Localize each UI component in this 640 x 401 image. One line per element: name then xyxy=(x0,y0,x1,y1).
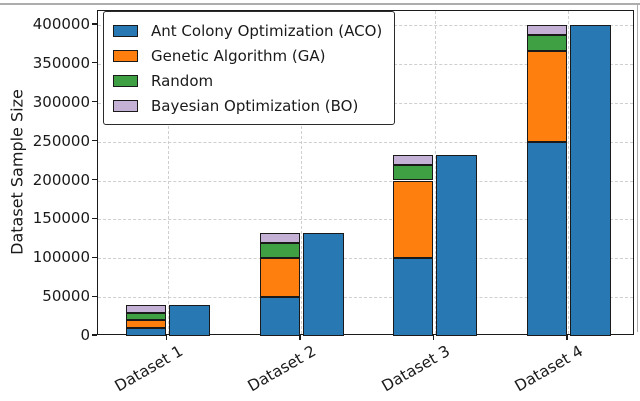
stacked-bar-segment xyxy=(526,35,567,51)
total-bar xyxy=(302,232,344,336)
h-gridline xyxy=(98,219,633,221)
x-tick-label: Dataset 4 xyxy=(511,342,586,396)
y-tick-mark xyxy=(92,140,97,142)
x-tick-label: Dataset 2 xyxy=(244,342,319,396)
x-tick-mark xyxy=(299,335,301,340)
stacked-bar-segment xyxy=(259,258,300,298)
y-tick-label: 0 xyxy=(80,326,90,344)
legend-swatch-ga xyxy=(113,49,138,62)
legend-label-bo: Bayesian Optimization (BO) xyxy=(151,96,359,115)
stacked-bar-segment xyxy=(393,180,433,259)
legend-item-bo: Bayesian Optimization (BO) xyxy=(113,93,382,118)
legend-item-random: Random xyxy=(113,68,382,93)
y-tick-label: 50000 xyxy=(42,287,90,306)
y-tick-label: 300000 xyxy=(32,92,90,111)
x-tick-mark xyxy=(566,335,568,340)
legend-label-random: Random xyxy=(151,71,214,90)
bars-layer xyxy=(98,11,633,336)
y-tick-mark xyxy=(92,295,97,297)
h-gridline xyxy=(98,297,633,299)
y-tick-label: 350000 xyxy=(32,53,90,72)
v-gridline xyxy=(167,11,169,334)
stacked-bar-segment xyxy=(126,312,166,321)
legend: Ant Colony Optimization (ACO) Genetic Al… xyxy=(103,11,396,125)
y-tick-mark xyxy=(92,101,97,103)
legend-item-aco: Ant Colony Optimization (ACO) xyxy=(113,18,382,43)
stacked-bar-segment xyxy=(126,328,166,336)
x-tick-mark xyxy=(165,335,168,340)
legend-swatch-random xyxy=(113,74,138,87)
y-tick-mark xyxy=(92,23,97,25)
stacked-bar-segment xyxy=(126,320,166,329)
legend-swatch-aco xyxy=(113,24,138,37)
x-tick-label: Dataset 3 xyxy=(378,342,453,396)
stacked-bar-segment xyxy=(526,141,567,336)
image-frame-right xyxy=(636,3,638,332)
x-tick-label: Dataset 1 xyxy=(111,342,186,396)
h-gridline xyxy=(98,141,633,143)
y-tick-mark xyxy=(92,62,97,64)
legend-item-ga: Genetic Algorithm (GA) xyxy=(113,43,382,68)
stacked-bar-segment xyxy=(526,25,567,36)
legend-label-aco: Ant Colony Optimization (ACO) xyxy=(151,21,383,40)
stacked-bar-segment xyxy=(126,304,166,313)
legend-swatch-bo xyxy=(113,99,138,112)
h-gridline xyxy=(98,180,633,182)
stacked-bar-segment xyxy=(259,297,300,336)
y-tick-mark xyxy=(92,217,97,219)
image-frame-top xyxy=(0,3,640,5)
total-bar xyxy=(569,25,611,336)
v-gridline xyxy=(434,11,436,334)
legend-label-ga: Genetic Algorithm (GA) xyxy=(151,46,326,65)
y-tick-mark xyxy=(92,334,97,336)
stacked-bar-segment xyxy=(526,50,567,142)
total-bar xyxy=(169,304,210,336)
x-tick-mark xyxy=(432,335,435,340)
stacked-bar-segment xyxy=(393,258,433,336)
stacked-bar-segment xyxy=(259,242,300,259)
y-tick-mark xyxy=(92,256,97,258)
h-gridline xyxy=(98,258,633,260)
stacked-bar-segment xyxy=(393,164,433,181)
stacked-bar-segment xyxy=(393,154,433,165)
y-tick-label: 100000 xyxy=(32,248,90,267)
y-tick-label: 250000 xyxy=(32,131,90,150)
stacked-bar-segment xyxy=(259,232,300,243)
y-tick-label: 200000 xyxy=(32,170,90,189)
y-tick-mark xyxy=(92,178,97,181)
y-tick-label: 400000 xyxy=(32,15,90,33)
v-gridline xyxy=(301,11,302,334)
y-tick-label: 150000 xyxy=(32,209,90,228)
total-bar xyxy=(436,154,477,336)
v-gridline xyxy=(568,11,569,334)
